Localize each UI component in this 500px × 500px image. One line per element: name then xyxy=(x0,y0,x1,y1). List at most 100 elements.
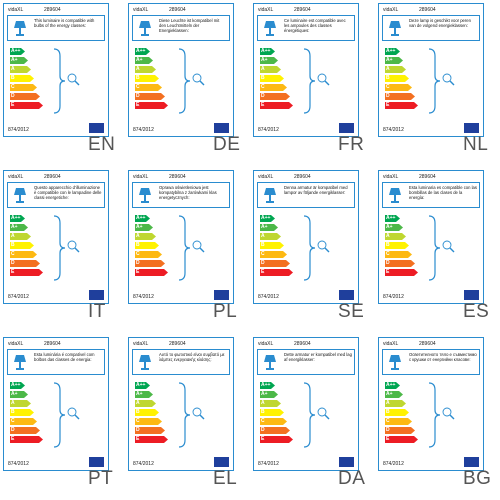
energy-label: vidaXL 289604 Ce luminaire est compatible … xyxy=(253,3,359,137)
bracket-bulb xyxy=(428,48,455,114)
lamp-icon xyxy=(389,21,401,36)
energy-class: A++ xyxy=(260,382,275,389)
bracket xyxy=(302,48,332,119)
regulation: 874/2012 xyxy=(258,127,279,133)
product-code: 289604 xyxy=(419,341,436,347)
energy-class: A++ xyxy=(135,382,150,389)
energy-class: A+ xyxy=(260,57,278,64)
label-cell: vidaXL 289604 Dette armatur er kompatibel … xyxy=(250,334,375,500)
energy-class: B xyxy=(135,409,159,416)
language-code: DA xyxy=(338,468,366,489)
product-code: 289604 xyxy=(169,341,186,347)
info-box: Esta luminária é compatível com bolbos d… xyxy=(7,349,105,375)
bracket-bulb xyxy=(178,382,205,448)
brand: vidaXL xyxy=(133,7,149,13)
energy-class: A xyxy=(385,66,406,73)
energy-class: A xyxy=(385,233,406,240)
info-box: Dette armatur er kompatibel med lag af e… xyxy=(257,349,355,375)
energy-class: A++ xyxy=(385,48,400,55)
regulation: 874/2012 xyxy=(8,127,29,133)
energy-class: C xyxy=(10,418,37,425)
energy-class: B xyxy=(135,242,159,249)
energy-class: A xyxy=(385,400,406,407)
bracket-bulb xyxy=(303,382,330,448)
bracket-bulb xyxy=(178,215,205,281)
energy-label: vidaXL 289604 Осветителното тяло е съвмест… xyxy=(378,337,484,471)
label-cell: vidaXL 289604 Diese Leuchte ist kompatibel… xyxy=(125,0,250,166)
product-code: 289604 xyxy=(44,174,61,180)
product-code: 289604 xyxy=(294,341,311,347)
info-box: Questo apparecchio d'illuminazione è com… xyxy=(7,182,105,208)
eu-flag xyxy=(214,290,229,300)
language-code: SE xyxy=(338,301,365,322)
energy-label: vidaXL 289604 Oprawa oświetleniowa jest ko… xyxy=(128,170,234,304)
energy-class: B xyxy=(10,242,34,249)
label-cell: vidaXL 289604 Esta luminaria es compatible… xyxy=(375,167,500,333)
info-box: Deze lamp is geschikt voor peren van de … xyxy=(382,15,480,41)
eu-flag xyxy=(339,457,354,467)
compatibility-text: Esta luminária é compatível com bolbos d… xyxy=(34,352,95,362)
bracket-bulb xyxy=(428,382,455,448)
energy-class: E xyxy=(385,436,418,443)
energy-class: C xyxy=(260,418,287,425)
regulation: 874/2012 xyxy=(258,294,279,300)
energy-class: C xyxy=(385,418,412,425)
energy-class: B xyxy=(10,75,34,82)
energy-class: C xyxy=(135,251,162,258)
energy-class: A+ xyxy=(385,391,403,398)
language-code: EN xyxy=(88,134,116,155)
energy-class: A++ xyxy=(260,215,275,222)
energy-class: A xyxy=(135,233,156,240)
eu-flag xyxy=(339,123,354,133)
energy-class: A+ xyxy=(10,224,28,231)
brand: vidaXL xyxy=(258,174,274,180)
info-box: Diese Leuchte ist kompatibel mit den Leu… xyxy=(132,15,230,41)
compatibility-text: Oprawa oświetleniowa jest kompatybilna z… xyxy=(159,185,217,200)
energy-class: D xyxy=(385,260,415,267)
info-box: Denna armatur är kompatibel med lampor a… xyxy=(257,182,355,208)
lamp-icon xyxy=(264,21,276,36)
energy-class: E xyxy=(260,436,293,443)
energy-label: vidaXL 289604 Esta luminária é compatível … xyxy=(3,337,109,471)
eu-flag xyxy=(89,290,104,300)
energy-class: D xyxy=(385,427,415,434)
energy-label: vidaXL 289604 Denna armatur är kompatibel … xyxy=(253,170,359,304)
energy-class: C xyxy=(135,84,162,91)
bracket-bulb xyxy=(53,382,80,448)
bracket xyxy=(427,215,457,286)
energy-class: E xyxy=(385,269,418,276)
energy-class: A++ xyxy=(385,215,400,222)
energy-class: D xyxy=(385,93,415,100)
eu-flag xyxy=(214,123,229,133)
lamp-icon xyxy=(389,188,401,203)
brand: vidaXL xyxy=(8,7,24,13)
eu-flag xyxy=(214,457,229,467)
energy-class: B xyxy=(385,75,409,82)
energy-class: E xyxy=(10,436,43,443)
lamp-icon xyxy=(14,188,26,203)
energy-class: C xyxy=(385,251,412,258)
info-box: Oprawa oświetleniowa jest kompatybilna z… xyxy=(132,182,230,208)
info-box: Осветителното тяло е съвместимо с крушки… xyxy=(382,349,480,375)
energy-class: A++ xyxy=(10,215,25,222)
brand: vidaXL xyxy=(383,341,399,347)
compatibility-text: Осветителното тяло е съвместимо с крушки… xyxy=(409,352,477,362)
compatibility-text: Αυτό το φωτιστικό είναι συμβατό με λάμπε… xyxy=(159,352,225,362)
language-code: IT xyxy=(88,301,106,322)
language-code: PT xyxy=(88,468,114,489)
bracket xyxy=(302,215,332,286)
energy-class: A+ xyxy=(135,224,153,231)
energy-class: D xyxy=(135,427,165,434)
energy-class: C xyxy=(10,251,37,258)
bracket-bulb xyxy=(53,48,80,114)
regulation: 874/2012 xyxy=(383,461,404,467)
product-code: 289604 xyxy=(44,341,61,347)
brand: vidaXL xyxy=(8,174,24,180)
energy-class: B xyxy=(260,409,284,416)
regulation: 874/2012 xyxy=(258,461,279,467)
label-cell: vidaXL 289604 Deze lamp is geschikt voor p… xyxy=(375,0,500,166)
lamp-icon xyxy=(14,21,26,36)
eu-flag xyxy=(339,290,354,300)
label-cell: vidaXL 289604 Αυτό το φωτιστικό είναι συμβ… xyxy=(125,334,250,500)
energy-label: vidaXL 289604 Deze lamp is geschikt voor p… xyxy=(378,3,484,137)
